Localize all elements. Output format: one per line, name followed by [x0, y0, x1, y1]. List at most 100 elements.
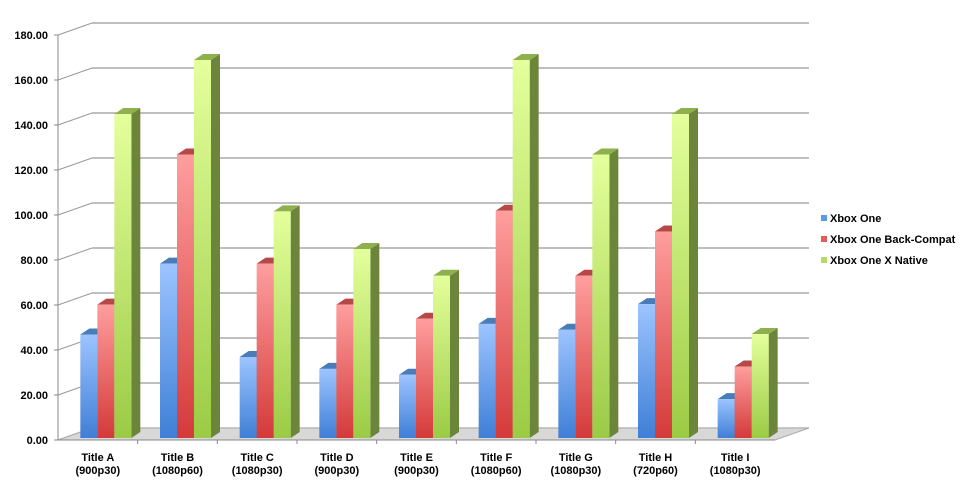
x-axis: Title A(900p30)Title B(1080p60)Title C(1… [58, 439, 775, 477]
bar-front [160, 263, 177, 438]
bar-front [416, 318, 433, 438]
x-tick-label: (720p60) [633, 465, 678, 477]
gridline-diagonal [57, 22, 93, 36]
bar [751, 328, 778, 438]
legend-swatch [821, 236, 827, 242]
bar-side [768, 328, 778, 438]
bar-side [131, 108, 141, 438]
bar-front [495, 210, 513, 438]
gridline-diagonal [57, 157, 93, 171]
gridline-diagonal [57, 67, 93, 81]
bar-front [114, 114, 132, 438]
bar-front [399, 374, 416, 438]
bar [592, 148, 619, 438]
bar-front [638, 304, 655, 438]
bar-front [655, 231, 672, 438]
x-tick-label: Title D [320, 452, 353, 464]
bar [512, 54, 539, 438]
y-tick-label: 120.00 [14, 165, 48, 177]
x-tick-label: Title E [400, 452, 433, 464]
bar-side [609, 148, 619, 438]
x-tick-label: Title A [81, 452, 114, 464]
y-tick-label: 40.00 [20, 345, 48, 357]
bar-side [450, 269, 459, 438]
x-tick-label: (900p30) [394, 465, 439, 477]
bar-top [273, 205, 300, 212]
x-tick-label: Title G [559, 452, 593, 464]
x-tick-label: (1080p30) [550, 465, 601, 477]
bar-front [751, 334, 769, 438]
bar-front [97, 304, 115, 438]
bar-front [592, 154, 610, 438]
bar-front [433, 275, 450, 438]
y-tick-label: 20.00 [20, 390, 48, 402]
bar-top [353, 243, 380, 249]
bar-front [558, 329, 576, 438]
bar-front [239, 357, 257, 438]
gridline-diagonal [57, 292, 93, 306]
bar [273, 205, 300, 438]
bar-front [478, 323, 496, 438]
bar [114, 108, 141, 438]
bar-front [80, 334, 98, 438]
bar-front [273, 211, 291, 438]
legend: Xbox One Xbox One Back-Compat Xbox One X N… [821, 213, 956, 267]
x-tick-label: (1080p30) [232, 465, 283, 477]
bar-side [529, 54, 539, 438]
bar-front [353, 249, 371, 438]
x-tick-label: Title C [240, 452, 273, 464]
bar-top [194, 54, 220, 60]
x-tick-label: Title H [639, 452, 672, 464]
x-tick-label: (1080p60) [152, 465, 203, 477]
bar-top [114, 108, 141, 114]
bar [353, 243, 380, 438]
legend-swatch [821, 257, 827, 263]
y-axis: 0.00 20.00 40.00 60.00 80.00 100.00 120.00 140.… [14, 30, 59, 447]
x-tick-label: Title B [161, 452, 194, 464]
bar-front [177, 154, 194, 438]
x-tick-label: Title F [480, 452, 512, 464]
bar-top [433, 269, 459, 276]
bar-front [319, 368, 337, 438]
legend-label: Xbox One Back-Compat [830, 234, 956, 246]
y-tick-label: 60.00 [20, 300, 48, 312]
legend-label: Xbox One [830, 213, 881, 225]
bar-top [672, 108, 698, 114]
bar [672, 108, 698, 438]
bar-side [689, 108, 698, 438]
x-tick-label: (1080p30) [710, 465, 761, 477]
x-tick-label: (900p30) [76, 465, 121, 477]
gridline-diagonal [57, 247, 93, 261]
bar-front [717, 399, 735, 438]
bar-top [512, 54, 539, 60]
legend-label: Xbox One X Native [830, 255, 928, 267]
y-tick-label: 160.00 [14, 75, 48, 87]
y-tick-label: 100.00 [14, 210, 48, 222]
y-tick-label: 80.00 [20, 255, 48, 267]
x-tick-label: (900p30) [315, 465, 360, 477]
y-tick-label: 0.00 [27, 435, 48, 447]
bars [80, 54, 778, 438]
bar-front [734, 366, 752, 438]
bar-front [512, 60, 530, 438]
bar [194, 54, 220, 438]
bar-side [211, 54, 220, 438]
bar-side [290, 205, 300, 438]
y-tick-label: 140.00 [14, 120, 48, 132]
bar-front [672, 114, 689, 438]
gridline-diagonal [57, 202, 93, 216]
bar-top [751, 328, 778, 335]
x-tick-label: Title I [721, 452, 750, 464]
bar-front [256, 263, 274, 438]
bar-front [336, 304, 354, 438]
x-tick-label: (1080p60) [471, 465, 522, 477]
bar-top [592, 148, 619, 155]
bar-front [194, 60, 211, 438]
y-tick-label: 180.00 [14, 30, 48, 42]
bar-side [370, 243, 380, 438]
bar-front [575, 275, 593, 438]
gridline-diagonal [57, 112, 93, 126]
legend-swatch [821, 215, 827, 221]
bar [433, 269, 459, 438]
